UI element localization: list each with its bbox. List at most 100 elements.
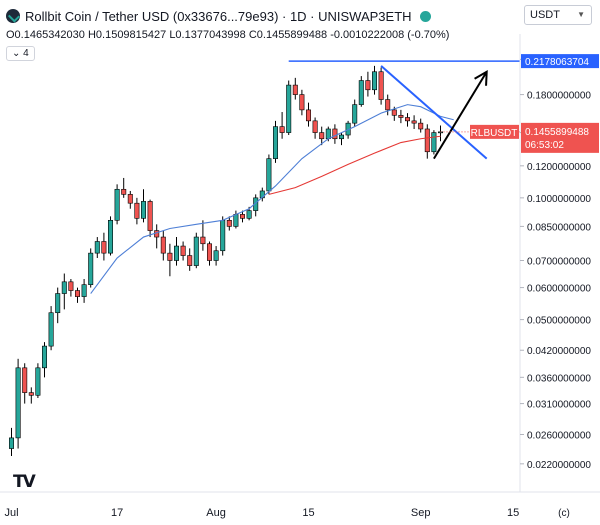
last-price-label: 0.1455899488 (525, 127, 589, 138)
price-tick-label: 0.0700000000 (527, 257, 591, 268)
ma-fast-line (90, 104, 454, 294)
candle-body (108, 220, 114, 254)
time-tick-label: 15 (302, 507, 314, 519)
candle-body (213, 250, 219, 261)
candle-body (266, 158, 272, 192)
price-tick-label: 0.1000000000 (527, 194, 591, 205)
candle-body (246, 210, 252, 219)
candle-body (332, 128, 338, 140)
price-tick-label: 0.0260000000 (527, 430, 591, 441)
candle-body (121, 188, 127, 195)
price-tick-label: 0.1800000000 (527, 91, 591, 102)
candle-body (147, 201, 153, 231)
candle-body (81, 284, 87, 297)
candle-body (207, 243, 213, 261)
ohlc-values: O0.1465342030 H0.1509815427 L0.137704399… (6, 29, 450, 41)
last-price-tag (521, 122, 599, 153)
candle-body (279, 126, 285, 133)
bar-countdown-label: 06:53:02 (525, 140, 564, 151)
candle-body (28, 392, 34, 396)
price-tick-label: 0.0420000000 (527, 346, 591, 357)
currency-select[interactable]: USDT ▼ (524, 5, 592, 25)
candle-body (180, 245, 186, 256)
resistance-price-tag (521, 54, 599, 69)
candle-body (233, 214, 239, 227)
candle-body (319, 132, 325, 140)
chart-header: Rollbit Coin / Tether USD (0x33676...79e… (0, 0, 600, 61)
candle-body (193, 236, 199, 266)
candle-body (371, 71, 377, 91)
candle-body (22, 367, 28, 393)
time-tick-label: 15 (507, 507, 519, 519)
candle-body (220, 220, 226, 252)
candle-body (55, 293, 61, 314)
candles (9, 65, 443, 457)
price-axis[interactable]: 0.22000000000.18000000000.14500000000.12… (519, 34, 599, 492)
candle-body (424, 128, 430, 153)
price-tick-label: 0.0600000000 (527, 284, 591, 295)
price-tick-label: 0.0220000000 (527, 460, 591, 471)
candle-body (352, 104, 358, 124)
time-tick-label: Aug (206, 507, 226, 519)
candle-body (88, 252, 94, 285)
arrow-shaft (433, 71, 488, 160)
candle-body (160, 236, 166, 254)
candle-body (398, 114, 404, 118)
candle-body (312, 120, 318, 133)
auto-scale-button[interactable]: (c) (558, 508, 570, 519)
candle-body (431, 132, 437, 153)
candle-body (411, 120, 417, 124)
candle-body (200, 236, 206, 245)
price-tick-label: 0.0360000000 (527, 373, 591, 384)
candle-body (9, 437, 15, 449)
candle-body (418, 122, 424, 130)
time-tick-label: Jul (4, 507, 18, 519)
candle-body (134, 202, 140, 219)
candle-body (167, 252, 173, 261)
candle-body (114, 188, 120, 221)
symbol-title[interactable]: Rollbit Coin / Tether USD (0x33676...79e… (6, 9, 431, 24)
time-tick-label: 17 (111, 507, 123, 519)
candle-body (101, 241, 107, 254)
candle-body (365, 80, 371, 91)
candle-body (15, 367, 21, 439)
symbol-tag-label: RLBUSDT (471, 128, 518, 139)
candle-body (68, 281, 74, 291)
candle-body (378, 71, 384, 100)
candle-body (48, 312, 54, 347)
indicator-count: 4 (23, 48, 29, 59)
candle-body (41, 345, 47, 369)
candle-body (325, 128, 331, 140)
market-open-icon (419, 11, 431, 22)
candle-body (358, 80, 364, 105)
time-axis[interactable]: Jul 17 Aug 15 Sep 15 (c) (0, 491, 600, 519)
candle-body (75, 290, 81, 297)
ma-slow-line (268, 135, 441, 195)
arrow-head (474, 69, 488, 86)
time-tick-label: Sep (411, 507, 431, 519)
price-tick-label: 0.0500000000 (527, 316, 591, 327)
tradingview-logo-icon[interactable]: TV (13, 472, 36, 492)
symbol-title-text: Rollbit Coin / Tether USD (0x33676...79e… (25, 9, 412, 24)
price-tick-label: 0.0310000000 (527, 400, 591, 411)
candle-body (391, 109, 397, 116)
candle-body (404, 117, 410, 122)
price-tick-label: 0.1200000000 (527, 162, 591, 173)
resistance-price-label: 0.2178063704 (525, 57, 589, 68)
rollbit-logo-icon (6, 9, 20, 23)
candle-body (338, 134, 344, 140)
candle-body (35, 367, 41, 396)
candle-body (187, 255, 193, 266)
indicators-row[interactable]: ⌄ 4 (6, 46, 35, 61)
price-tick-label: 0.0850000000 (527, 222, 591, 233)
symbol-tag (470, 124, 519, 139)
candle-body (286, 84, 292, 133)
trendline (380, 65, 488, 160)
currency-label: USDT (530, 9, 560, 21)
candle-body (94, 241, 100, 254)
candle-body (292, 84, 298, 95)
indicators-collapse-button[interactable]: ⌄ 4 (6, 46, 35, 61)
candle-body (240, 214, 246, 219)
candle-body (299, 94, 305, 111)
